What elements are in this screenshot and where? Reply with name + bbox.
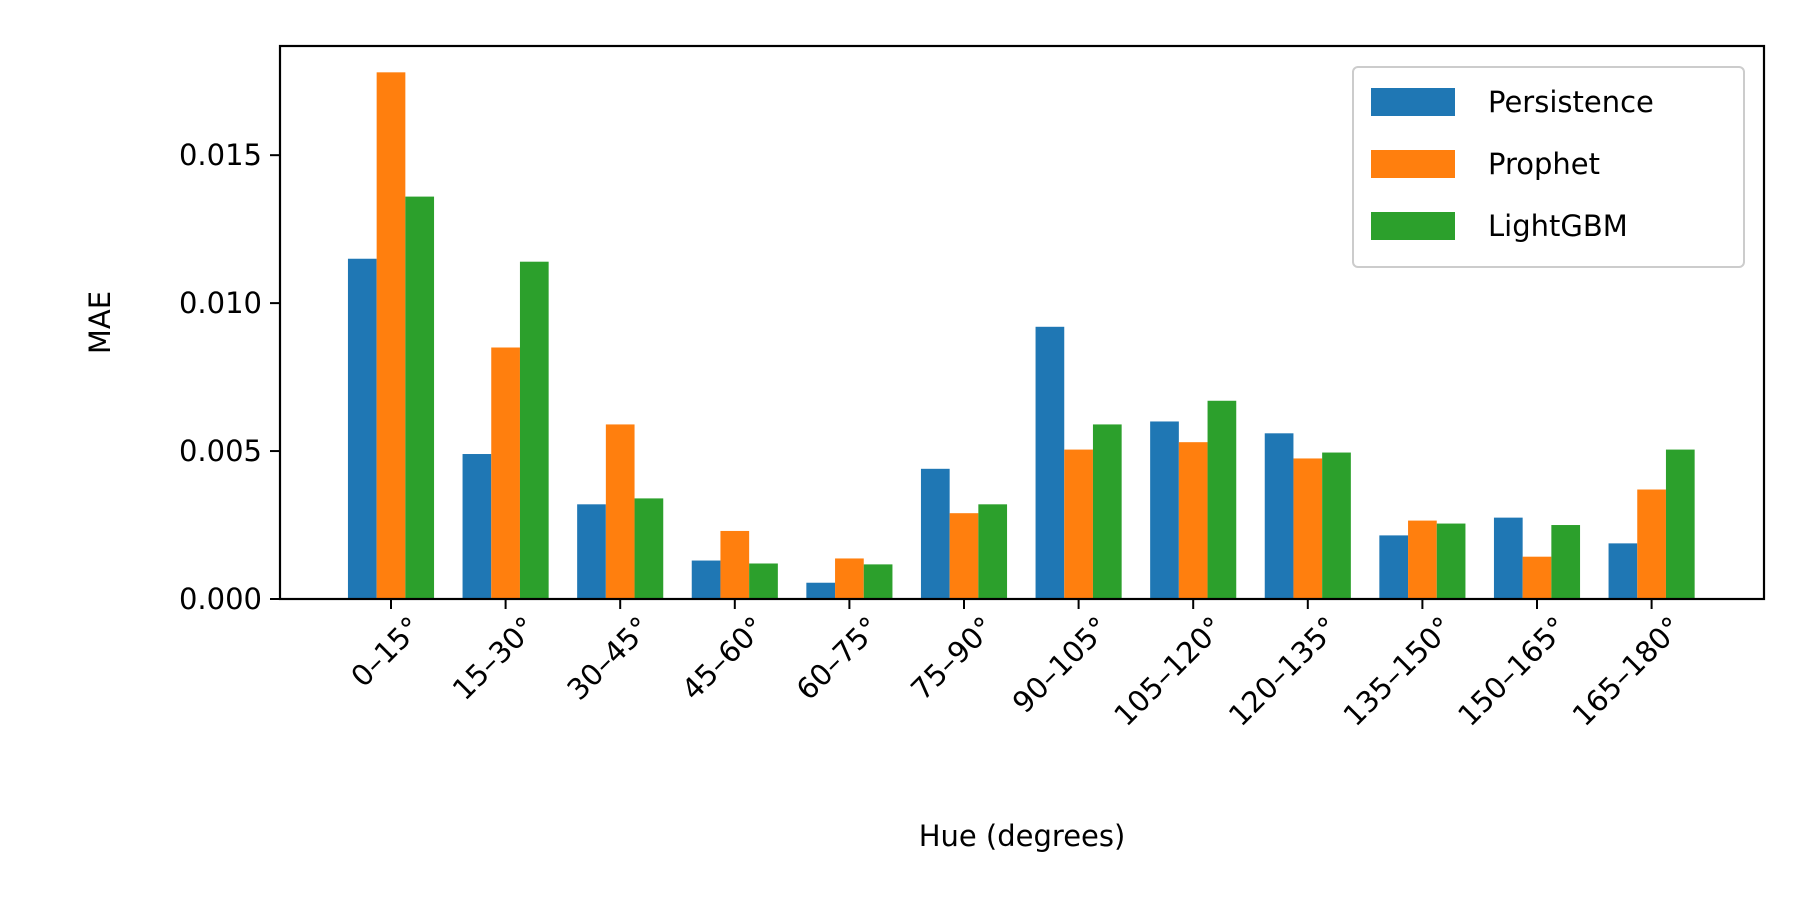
x-axis: 0–15° 15–30° 30–45° 45–60° 60–75° 75–90° 90–10… — [344, 599, 1689, 733]
y-tick-label: 0.005 — [179, 434, 262, 468]
y-axis-title: MAE — [83, 291, 117, 354]
bar-lightgbm-1 — [519, 261, 549, 599]
x-tick-label: 45–60° — [675, 610, 772, 707]
x-tick-label: 75–90° — [904, 610, 1001, 707]
bar-lightgbm-10 — [1551, 525, 1581, 599]
bar-persistence-9 — [1379, 535, 1409, 599]
bar-persistence-6 — [1035, 326, 1065, 599]
bar-lightgbm-0 — [405, 196, 435, 599]
bar-lightgbm-7 — [1207, 400, 1237, 599]
legend-label-persistence: Persistence — [1488, 85, 1654, 119]
x-tick-label: 90–105° — [1006, 610, 1116, 720]
bar-prophet-10 — [1522, 556, 1552, 599]
bar-persistence-3 — [691, 560, 721, 599]
bar-persistence-10 — [1493, 517, 1523, 599]
bar-lightgbm-2 — [634, 498, 664, 599]
bar-persistence-5 — [920, 468, 950, 599]
x-tick-label: 0–15° — [344, 610, 428, 694]
bar-prophet-6 — [1064, 449, 1093, 599]
bar-persistence-1 — [462, 454, 492, 599]
y-tick-label: 0.015 — [179, 138, 262, 172]
y-axis: 0.000 0.005 0.010 0.015 — [179, 138, 280, 616]
bar-persistence-2 — [577, 504, 606, 599]
bar-lightgbm-8 — [1322, 452, 1351, 599]
bar-prophet-0 — [376, 72, 406, 599]
y-tick-label: 0.000 — [179, 582, 262, 616]
legend-swatch-prophet — [1371, 150, 1455, 178]
bar-lightgbm-9 — [1436, 523, 1466, 599]
bars-group — [347, 72, 1695, 599]
bar-prophet-1 — [491, 347, 520, 599]
x-tick-label: 120–135° — [1222, 610, 1345, 733]
x-tick-label: 135–150° — [1337, 610, 1460, 733]
bar-lightgbm-11 — [1665, 449, 1695, 599]
bar-persistence-11 — [1608, 543, 1638, 599]
bar-persistence-8 — [1264, 433, 1294, 599]
x-axis-title: Hue (degrees) — [919, 819, 1126, 853]
legend-label-prophet: Prophet — [1488, 147, 1600, 181]
x-tick-label: 60–75° — [790, 610, 887, 707]
bar-prophet-2 — [605, 424, 635, 599]
legend: Persistence Prophet LightGBM — [1352, 66, 1745, 268]
bar-prophet-8 — [1293, 458, 1323, 599]
bar-prophet-7 — [1178, 442, 1208, 599]
bar-prophet-4 — [835, 558, 864, 599]
x-tick-label: 15–30° — [446, 610, 543, 707]
bar-prophet-9 — [1408, 520, 1437, 599]
bar-persistence-7 — [1150, 421, 1179, 599]
bar-lightgbm-3 — [749, 563, 778, 599]
y-tick-label: 0.010 — [179, 286, 262, 320]
bar-persistence-0 — [347, 258, 377, 599]
x-tick-label: 105–120° — [1107, 610, 1230, 733]
bar-lightgbm-6 — [1092, 424, 1122, 599]
bar-lightgbm-4 — [863, 564, 893, 599]
x-tick-label: 30–45° — [560, 610, 657, 707]
x-tick-label: 150–165° — [1451, 610, 1574, 733]
bar-prophet-5 — [949, 513, 979, 599]
plot-frame — [278, 44, 1766, 601]
bar-persistence-4 — [806, 582, 836, 599]
legend-label-lightgbm: LightGBM — [1488, 209, 1628, 243]
legend-swatch-persistence — [1371, 88, 1455, 116]
bar-lightgbm-5 — [978, 504, 1008, 599]
bar-prophet-3 — [720, 530, 750, 599]
bar-prophet-11 — [1637, 489, 1666, 599]
legend-swatch-lightgbm — [1371, 212, 1455, 240]
x-tick-label: 165–180° — [1566, 610, 1689, 733]
